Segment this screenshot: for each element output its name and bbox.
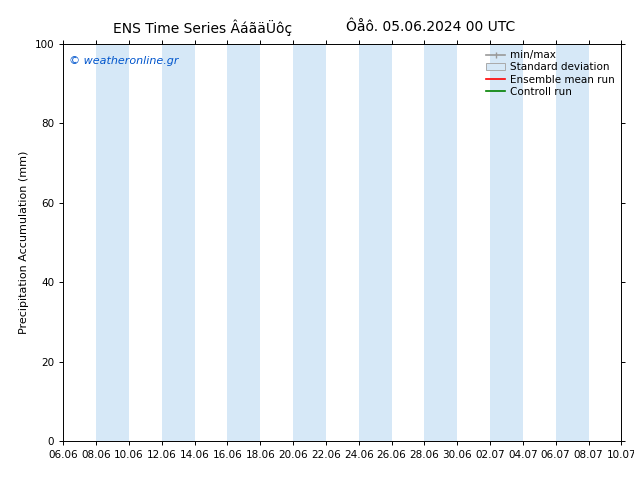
Bar — [490, 44, 523, 441]
Bar — [293, 44, 326, 441]
Text: © weatheronline.gr: © weatheronline.gr — [69, 56, 179, 66]
Bar — [359, 44, 392, 441]
Bar — [555, 44, 588, 441]
Bar — [96, 44, 129, 441]
Legend: min/max, Standard deviation, Ensemble mean run, Controll run: min/max, Standard deviation, Ensemble me… — [483, 47, 618, 100]
Text: ENS Time Series ÂáãäÜôç: ENS Time Series ÂáãäÜôç — [113, 20, 292, 36]
Bar — [424, 44, 457, 441]
Bar — [228, 44, 261, 441]
Text: Ôåô. 05.06.2024 00 UTC: Ôåô. 05.06.2024 00 UTC — [347, 20, 515, 34]
Bar — [621, 44, 634, 441]
Y-axis label: Precipitation Accumulation (mm): Precipitation Accumulation (mm) — [19, 151, 29, 334]
Bar — [162, 44, 195, 441]
